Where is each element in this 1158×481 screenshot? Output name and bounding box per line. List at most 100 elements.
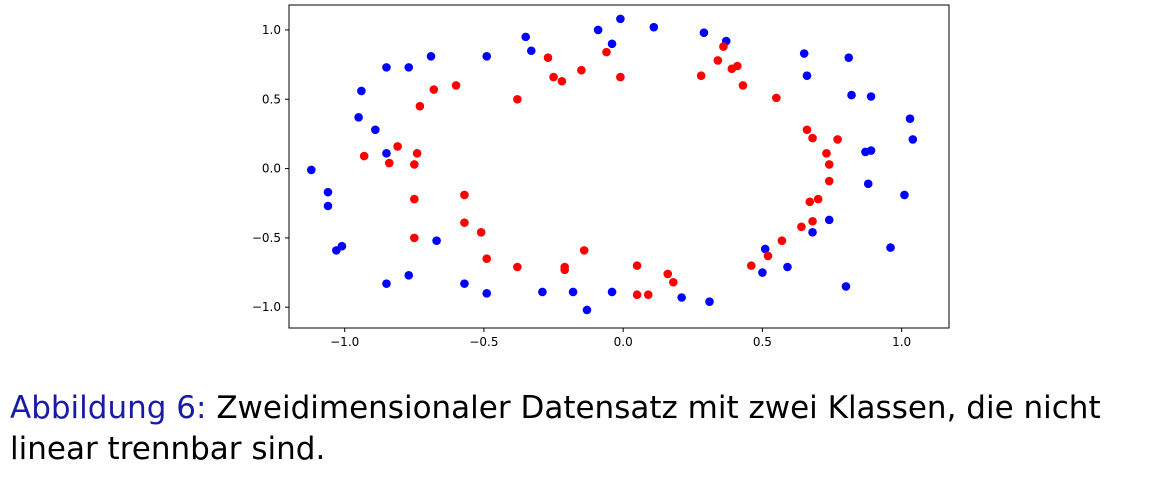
blue-data-point xyxy=(432,236,441,245)
red-data-point xyxy=(616,72,625,82)
red-data-point xyxy=(602,47,611,57)
blue-data-point xyxy=(705,297,714,306)
red-data-point xyxy=(632,290,642,300)
red-data-point xyxy=(808,133,817,143)
red-data-point xyxy=(460,190,469,200)
x-tick-label: 0.5 xyxy=(753,335,772,349)
caption-text: Zweidimensionaler Datensatz mit zwei Kla… xyxy=(10,390,1101,467)
red-data-point xyxy=(713,56,723,65)
red-data-point xyxy=(451,81,461,90)
red-data-point xyxy=(733,61,742,71)
red-data-point xyxy=(577,65,586,75)
red-data-point xyxy=(632,261,642,270)
blue-data-point xyxy=(482,51,492,61)
x-tick-label: 1.0 xyxy=(892,335,911,349)
y-tick-label: 1.0 xyxy=(262,23,281,37)
red-data-point xyxy=(738,81,748,90)
blue-data-point xyxy=(847,90,856,100)
blue-data-point xyxy=(538,287,547,297)
blue-data-point xyxy=(866,92,876,101)
blue-data-point xyxy=(382,279,391,288)
blue-data-point xyxy=(426,51,436,61)
red-data-point xyxy=(669,277,678,287)
red-data-point xyxy=(410,233,419,243)
red-data-point xyxy=(763,251,773,261)
blue-data-point xyxy=(568,287,578,297)
blue-data-point xyxy=(824,215,834,225)
x-tick-label: −1.0 xyxy=(330,335,359,349)
blue-data-point xyxy=(521,32,531,42)
y-tick-label: −1.0 xyxy=(252,300,281,314)
blue-data-point xyxy=(593,25,603,35)
red-data-point xyxy=(557,76,567,86)
blue-data-point xyxy=(841,282,851,291)
blue-data-point xyxy=(323,201,333,211)
red-data-point xyxy=(410,194,419,204)
data-points xyxy=(306,14,918,315)
red-data-point xyxy=(822,149,831,158)
y-tick-label: 0.0 xyxy=(262,162,281,176)
blue-data-point xyxy=(616,14,625,24)
plot-frame xyxy=(288,4,950,329)
red-data-point xyxy=(643,290,653,300)
blue-data-point xyxy=(582,305,592,315)
blue-data-point xyxy=(526,46,536,56)
red-data-point xyxy=(746,261,756,270)
red-data-point xyxy=(824,176,834,186)
blue-data-point xyxy=(758,268,767,277)
blue-data-point xyxy=(460,279,469,288)
red-data-point xyxy=(560,265,569,275)
blue-data-point xyxy=(382,63,391,72)
red-data-point xyxy=(797,222,806,232)
red-data-point xyxy=(549,72,558,82)
blue-data-point xyxy=(607,287,617,297)
red-data-point xyxy=(410,160,419,169)
blue-data-point xyxy=(699,28,709,38)
red-data-point xyxy=(415,101,425,111)
red-data-point xyxy=(384,158,394,168)
blue-data-point xyxy=(844,53,854,62)
red-data-point xyxy=(719,42,728,51)
red-data-point xyxy=(460,218,469,227)
red-data-point xyxy=(772,93,781,103)
blue-data-point xyxy=(354,112,363,122)
caption-separator: : xyxy=(196,390,207,426)
blue-data-point xyxy=(886,243,895,252)
blue-data-point xyxy=(323,187,333,197)
red-data-point xyxy=(813,194,823,204)
blue-data-point xyxy=(783,262,792,272)
red-data-point xyxy=(476,228,486,237)
red-data-point xyxy=(833,135,842,144)
blue-data-point xyxy=(404,271,414,280)
blue-data-point xyxy=(677,293,686,302)
x-tick-label: 0.0 xyxy=(614,335,633,349)
blue-data-point xyxy=(306,165,316,175)
blue-data-point xyxy=(799,49,809,58)
blue-data-point xyxy=(905,114,915,123)
blue-data-point xyxy=(357,86,366,96)
blue-data-point xyxy=(404,63,414,72)
blue-data-point xyxy=(337,241,347,251)
blue-data-point xyxy=(482,289,492,298)
blue-data-point xyxy=(900,190,909,200)
blue-data-point xyxy=(607,39,617,49)
red-data-point xyxy=(429,85,439,94)
caption-label: Abbildung 6 xyxy=(10,390,197,426)
blue-data-point xyxy=(649,22,659,32)
red-data-point xyxy=(412,149,422,158)
x-tick-label: −0.5 xyxy=(469,335,498,349)
scatter-chart: −1.0 −0.5 0.0 0.5 1.0 1.0 0.5 0.0 −0.5 −1.0 xyxy=(252,4,950,349)
red-data-point xyxy=(393,142,402,151)
blue-data-point xyxy=(866,146,876,155)
blue-data-point xyxy=(371,125,380,135)
blue-data-point xyxy=(760,244,770,254)
red-data-point xyxy=(359,151,369,161)
red-data-point xyxy=(513,94,522,104)
red-data-point xyxy=(777,236,787,245)
figure-caption: Abbildung 6: Zweidimensionaler Datensatz… xyxy=(10,388,1150,470)
blue-data-point xyxy=(863,179,873,189)
red-data-point xyxy=(824,160,834,169)
red-data-point xyxy=(579,246,589,255)
axis-ticks: −1.0 −0.5 0.0 0.5 1.0 1.0 0.5 0.0 −0.5 −1.0 xyxy=(252,23,911,349)
blue-data-point xyxy=(382,149,391,158)
